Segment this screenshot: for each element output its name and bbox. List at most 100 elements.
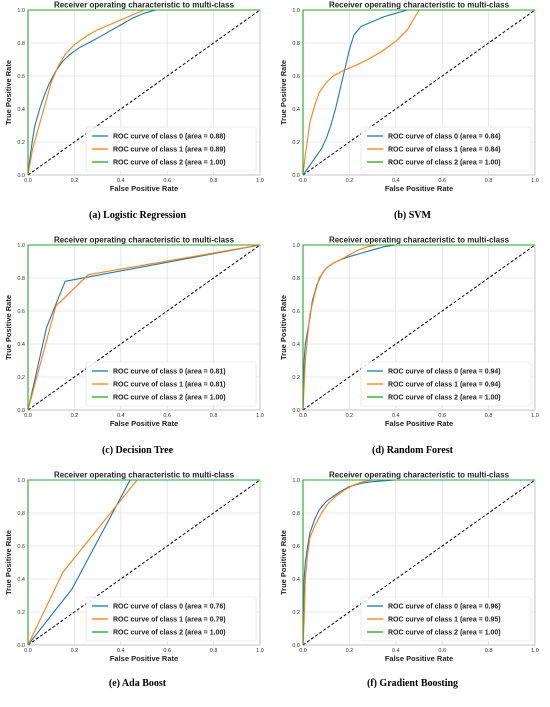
x-tick-label: 0.0: [299, 648, 307, 654]
x-tick-label: 0.4: [117, 413, 125, 419]
chance-diagonal-line: [27, 479, 261, 646]
y-tick-label: 0.6: [17, 544, 25, 550]
x-tick-label: 1.0: [531, 413, 539, 419]
y-tick-label: 0.4: [292, 577, 300, 583]
y-tick-label: 0.8: [292, 276, 300, 282]
x-tick-label: 0.4: [117, 648, 125, 654]
chance-diagonal-line: [27, 9, 261, 176]
roc-chart: Receiver operating characteristic to mul…: [4, 236, 264, 429]
x-tick-label: 0.4: [392, 648, 400, 654]
legend-entry-class-0: ROC curve of class 0 (area = 0.96): [388, 604, 501, 611]
legend: ROC curve of class 0 (area = 0.96) ROC cu…: [360, 596, 532, 642]
x-tick-label: 0.6: [163, 413, 171, 419]
chart-title: Receiver operating characteristic to mul…: [54, 471, 235, 480]
x-tick-label: 0.2: [71, 413, 79, 419]
legend-entry-class-1: ROC curve of class 1 (area = 0.89): [113, 147, 226, 154]
legend-entry-class-0: ROC curve of class 0 (area = 0.76): [113, 604, 226, 611]
roc-curve-class-2: [27, 9, 260, 175]
y-tick-label: 0.0: [17, 643, 25, 649]
y-tick-label: 1.0: [17, 8, 25, 14]
y-tick-label: 0.4: [17, 342, 25, 348]
legend-entry-class-2: ROC curve of class 2 (area = 1.00): [113, 160, 226, 167]
y-tick-label: 0.0: [292, 643, 300, 649]
chart-title: Receiver operating characteristic to mul…: [329, 1, 510, 10]
roc-chart: Receiver operating characteristic to mul…: [4, 471, 264, 664]
legend-box: [360, 596, 532, 642]
x-axis-label: False Positive Rate: [385, 654, 453, 663]
legend-entry-class-2: ROC curve of class 2 (area = 1.00): [388, 160, 501, 167]
y-axis-label: True Positive Rate: [279, 60, 288, 125]
x-tick-label: 0.2: [346, 648, 354, 654]
x-tick-label: 0.8: [210, 178, 218, 184]
chart-title: Receiver operating characteristic to mul…: [54, 236, 235, 245]
x-tick-label: 0.4: [392, 413, 400, 419]
y-tick-label: 1.0: [292, 243, 300, 249]
y-tick-label: 0.0: [292, 173, 300, 179]
chart-title: Receiver operating characteristic to mul…: [329, 236, 510, 245]
x-tick-label: 0.8: [485, 413, 493, 419]
legend-entry-class-0: ROC curve of class 0 (area = 0.88): [113, 134, 226, 141]
roc-curve-class-1: [27, 244, 261, 411]
y-tick-label: 0.2: [292, 375, 300, 381]
y-tick-label: 0.8: [17, 41, 25, 47]
roc-panel-6: Receiver operating characteristic to mul…: [275, 470, 550, 705]
x-tick-label: 0.6: [163, 178, 171, 184]
roc-curve-class-0: [27, 9, 260, 176]
roc-curve-class-0: [27, 244, 261, 411]
legend-entry-class-1: ROC curve of class 1 (area = 0.79): [113, 617, 226, 624]
legend-box: [360, 361, 532, 407]
legend-entry-class-0: ROC curve of class 0 (area = 0.81): [113, 369, 226, 376]
roc-curve-class-1: [27, 9, 260, 176]
y-tick-label: 0.6: [17, 74, 25, 80]
roc-chart: Receiver operating characteristic to mul…: [279, 236, 539, 429]
roc-curve-class-2: [302, 9, 535, 175]
y-tick-label: 1.0: [17, 478, 25, 484]
x-axis-label: False Positive Rate: [110, 654, 178, 663]
legend-box: [85, 596, 257, 642]
x-tick-label: 1.0: [256, 648, 264, 654]
x-axis-label: False Positive Rate: [110, 419, 178, 428]
y-tick-label: 0.2: [292, 140, 300, 146]
y-tick-label: 0.4: [292, 342, 300, 348]
y-tick-label: 0.6: [292, 544, 300, 550]
y-tick-label: 0.0: [17, 408, 25, 414]
y-tick-label: 0.4: [292, 107, 300, 113]
y-tick-label: 0.2: [17, 610, 25, 616]
roc-panel-3: Receiver operating characteristic to mul…: [0, 235, 275, 470]
legend-entry-class-1: ROC curve of class 1 (area = 0.84): [388, 147, 501, 154]
x-tick-label: 0.0: [24, 413, 32, 419]
legend-entry-class-1: ROC curve of class 1 (area = 0.95): [388, 617, 501, 624]
x-tick-label: 0.6: [438, 648, 446, 654]
roc-curve-class-1: [302, 479, 535, 646]
roc-curve-class-0: [302, 479, 535, 646]
panel-caption: (c) Decision Tree: [101, 445, 174, 456]
y-tick-label: 0.2: [292, 610, 300, 616]
y-tick-label: 0.4: [17, 107, 25, 113]
y-tick-label: 0.8: [292, 41, 300, 47]
x-tick-label: 0.8: [210, 413, 218, 419]
y-tick-label: 0.2: [17, 140, 25, 146]
y-tick-label: 0.6: [292, 74, 300, 80]
roc-panel-1: Receiver operating characteristic to mul…: [0, 0, 275, 235]
legend-entry-class-0: ROC curve of class 0 (area = 0.94): [388, 369, 501, 376]
roc-panel-5: Receiver operating characteristic to mul…: [0, 470, 275, 705]
roc-curve-class-1: [302, 9, 535, 176]
panel-caption: (a) Logistic Regression: [88, 210, 187, 221]
legend: ROC curve of class 0 (area = 0.94) ROC cu…: [360, 361, 532, 407]
x-axis-label: False Positive Rate: [385, 419, 453, 428]
legend: ROC curve of class 0 (area = 0.84) ROC cu…: [360, 126, 532, 172]
x-tick-label: 0.4: [117, 178, 125, 184]
x-tick-label: 0.6: [163, 648, 171, 654]
x-tick-label: 0.2: [346, 413, 354, 419]
x-tick-label: 1.0: [531, 178, 539, 184]
legend-entry-class-2: ROC curve of class 2 (area = 1.00): [113, 395, 226, 402]
x-tick-label: 1.0: [531, 648, 539, 654]
y-tick-label: 0.2: [17, 375, 25, 381]
y-tick-label: 0.6: [292, 309, 300, 315]
chance-diagonal-line: [302, 244, 536, 411]
chart-title: Receiver operating characteristic to mul…: [329, 471, 510, 480]
y-tick-label: 0.6: [17, 309, 25, 315]
y-tick-label: 0.8: [17, 276, 25, 282]
chance-diagonal-line: [302, 9, 536, 176]
panel-caption: (e) Ada Boost: [108, 678, 167, 689]
